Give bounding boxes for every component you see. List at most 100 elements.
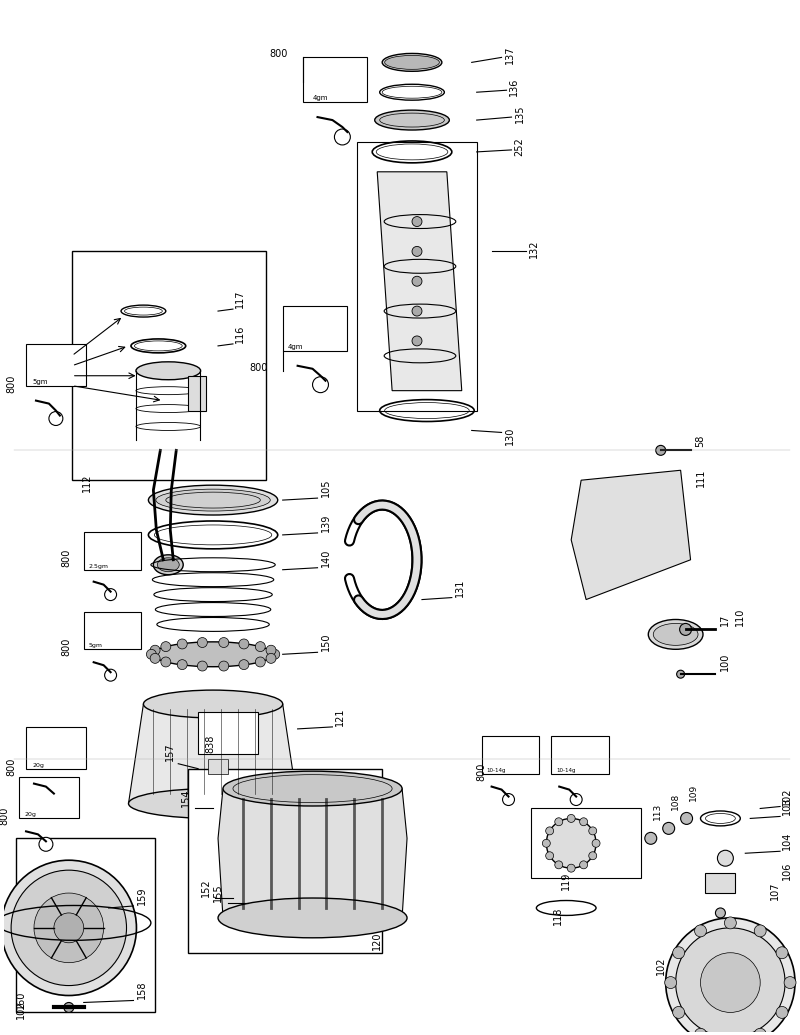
Circle shape (11, 870, 126, 985)
Circle shape (666, 918, 795, 1035)
Ellipse shape (129, 789, 298, 819)
Bar (72, 252, 266, 480)
Bar (208, 759, 228, 774)
Bar (84, 612, 142, 649)
Text: 131: 131 (455, 579, 465, 596)
Circle shape (412, 336, 422, 346)
Circle shape (266, 645, 276, 655)
Circle shape (724, 917, 736, 928)
Circle shape (150, 645, 160, 655)
Circle shape (412, 246, 422, 257)
Circle shape (680, 623, 691, 635)
Circle shape (677, 671, 685, 678)
Bar (482, 736, 539, 774)
Circle shape (64, 1003, 74, 1012)
Bar (706, 874, 735, 893)
Text: 838: 838 (205, 735, 215, 752)
Text: 119: 119 (562, 871, 571, 890)
Circle shape (676, 927, 785, 1035)
Circle shape (546, 819, 596, 868)
Bar (188, 376, 206, 411)
Text: 121: 121 (335, 708, 346, 726)
Circle shape (715, 908, 726, 918)
Bar (282, 306, 347, 351)
Circle shape (334, 129, 350, 145)
Circle shape (198, 661, 207, 671)
Text: 136: 136 (509, 78, 518, 96)
Ellipse shape (654, 623, 698, 646)
Circle shape (694, 925, 706, 937)
Text: 2.5gm: 2.5gm (89, 564, 109, 569)
Text: 20g: 20g (24, 812, 36, 818)
Text: 105: 105 (321, 478, 330, 497)
Circle shape (589, 852, 597, 860)
Text: 107: 107 (770, 882, 780, 900)
Text: 800: 800 (62, 638, 72, 656)
Text: 109: 109 (689, 783, 698, 800)
Circle shape (146, 649, 156, 659)
Ellipse shape (156, 490, 270, 511)
Circle shape (198, 638, 207, 648)
Circle shape (178, 659, 187, 670)
Bar (358, 142, 477, 411)
Circle shape (412, 306, 422, 316)
Text: 116: 116 (235, 325, 245, 343)
Circle shape (776, 947, 788, 958)
Text: 102: 102 (782, 787, 792, 805)
Circle shape (39, 837, 53, 851)
Circle shape (255, 657, 266, 667)
Text: 157: 157 (166, 742, 175, 761)
Text: 117: 117 (235, 290, 245, 308)
Text: 112: 112 (82, 474, 92, 493)
Text: 152: 152 (201, 879, 211, 897)
Text: 108: 108 (670, 793, 680, 810)
Circle shape (313, 377, 329, 392)
Circle shape (580, 818, 588, 826)
Text: 17: 17 (721, 614, 730, 626)
Circle shape (546, 827, 554, 835)
Circle shape (570, 794, 582, 805)
Text: 800: 800 (477, 762, 486, 780)
Circle shape (718, 851, 734, 866)
Bar (302, 57, 367, 102)
Circle shape (784, 977, 796, 988)
Circle shape (673, 947, 685, 958)
Circle shape (567, 815, 575, 823)
Circle shape (178, 639, 187, 649)
Polygon shape (571, 470, 690, 599)
Text: 132: 132 (530, 239, 539, 258)
Text: 154: 154 (182, 789, 191, 807)
Circle shape (270, 649, 280, 659)
Circle shape (54, 913, 84, 943)
Ellipse shape (382, 54, 442, 71)
Circle shape (266, 653, 276, 663)
Circle shape (554, 818, 562, 826)
Text: 5gm: 5gm (32, 379, 47, 385)
Polygon shape (129, 704, 298, 803)
Ellipse shape (154, 642, 273, 667)
Text: 800: 800 (250, 362, 268, 373)
Ellipse shape (374, 110, 450, 130)
Circle shape (34, 893, 104, 963)
Ellipse shape (148, 485, 278, 515)
Text: 140: 140 (321, 549, 330, 567)
Circle shape (218, 661, 229, 671)
Circle shape (776, 1006, 788, 1018)
Text: 103: 103 (782, 797, 792, 816)
Text: 110: 110 (735, 609, 746, 626)
Text: 150: 150 (321, 632, 330, 651)
Text: 160: 160 (16, 992, 26, 1009)
Ellipse shape (154, 555, 183, 574)
Text: 137: 137 (505, 46, 514, 64)
Circle shape (49, 412, 63, 425)
Ellipse shape (385, 56, 439, 69)
Text: 102: 102 (656, 956, 666, 975)
Circle shape (656, 445, 666, 455)
Circle shape (255, 642, 266, 652)
Circle shape (542, 839, 550, 848)
Circle shape (412, 276, 422, 287)
Text: 158: 158 (137, 981, 146, 1000)
Circle shape (754, 1029, 766, 1035)
Circle shape (645, 832, 657, 845)
Bar (531, 808, 641, 878)
